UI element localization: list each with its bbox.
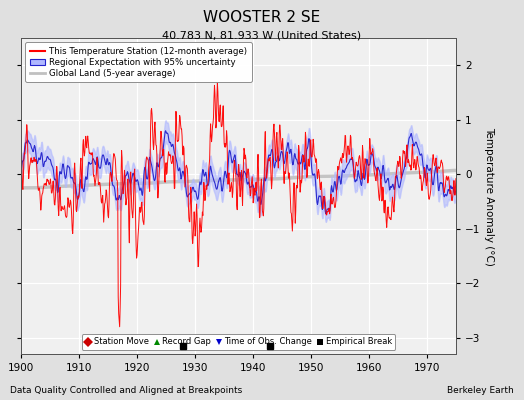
- Text: WOOSTER 2 SE: WOOSTER 2 SE: [203, 10, 321, 25]
- Text: Data Quality Controlled and Aligned at Breakpoints: Data Quality Controlled and Aligned at B…: [10, 386, 243, 395]
- Text: 40.783 N, 81.933 W (United States): 40.783 N, 81.933 W (United States): [162, 30, 362, 40]
- Text: Berkeley Earth: Berkeley Earth: [447, 386, 514, 395]
- Y-axis label: Temperature Anomaly (°C): Temperature Anomaly (°C): [485, 126, 495, 266]
- Legend: Station Move, Record Gap, Time of Obs. Change, Empirical Break: Station Move, Record Gap, Time of Obs. C…: [82, 334, 395, 350]
